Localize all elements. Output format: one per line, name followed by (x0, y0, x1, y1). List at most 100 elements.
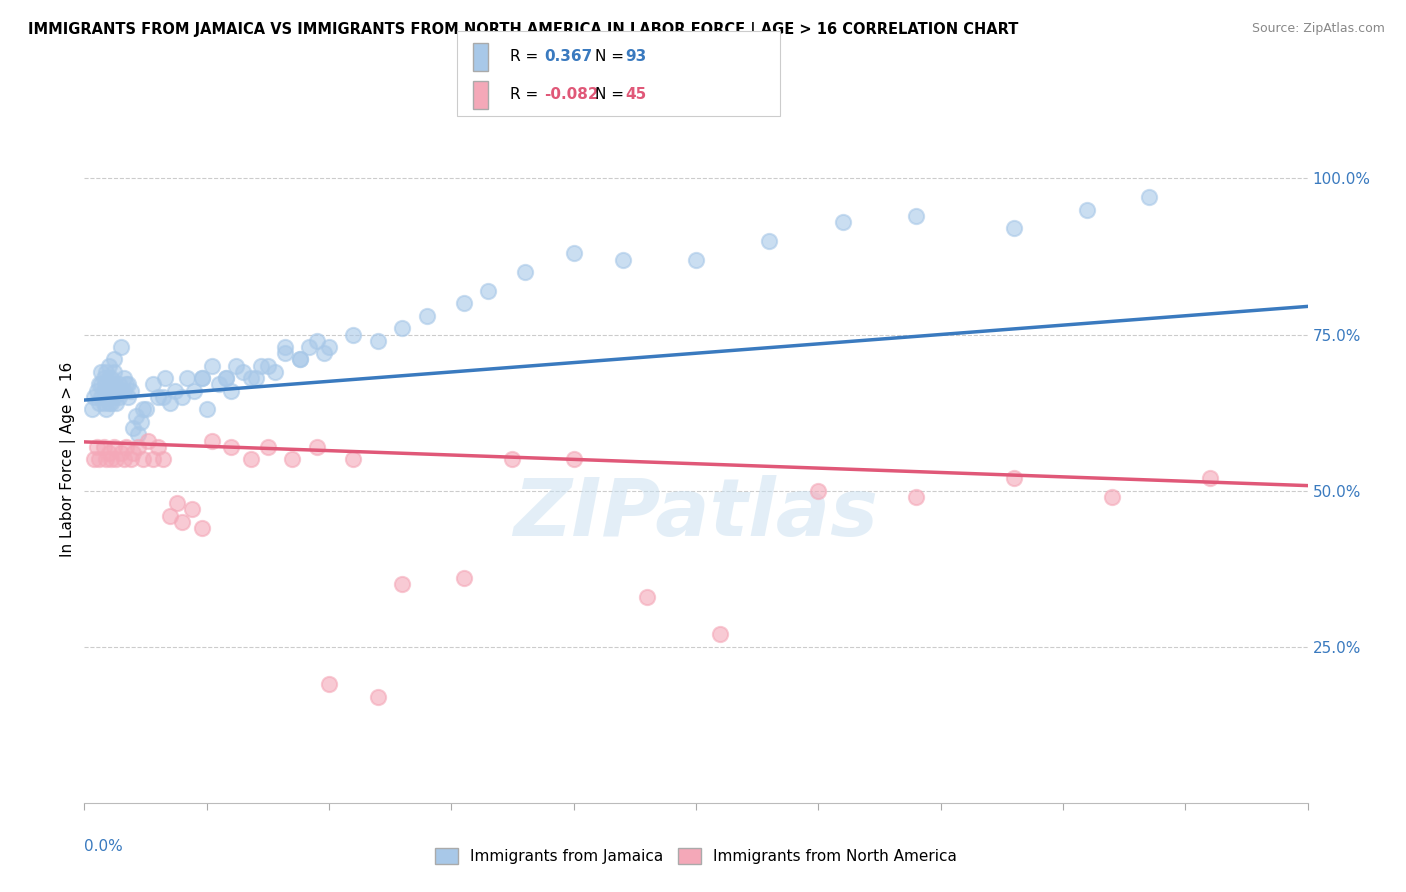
Point (288, 352, 311, 367)
Point (103, 377, 125, 392)
Point (257, 440, 280, 454)
Point (257, 359, 280, 373)
Point (87, 452, 110, 467)
Text: 0.0%: 0.0% (84, 838, 124, 854)
Point (709, 627, 731, 641)
Point (172, 390, 194, 404)
Point (513, 265, 536, 279)
Point (191, 371, 214, 385)
Point (562, 452, 585, 467)
Point (96, 452, 118, 467)
Point (342, 452, 364, 467)
Point (176, 371, 198, 385)
Point (152, 390, 174, 404)
Point (152, 452, 174, 467)
Point (318, 340, 340, 354)
Point (636, 590, 658, 604)
Point (905, 490, 928, 504)
Point (83, 452, 105, 467)
Point (132, 452, 155, 467)
Point (314, 346, 336, 360)
Point (477, 284, 499, 298)
Point (166, 496, 188, 510)
Point (367, 690, 389, 704)
Point (453, 296, 475, 310)
Point (183, 384, 205, 398)
Point (100, 384, 122, 398)
Point (153, 371, 176, 385)
Point (122, 421, 145, 435)
Point (105, 384, 128, 398)
Y-axis label: In Labor Force | Age > 16: In Labor Force | Age > 16 (60, 362, 76, 557)
Point (125, 409, 148, 423)
Text: -0.082: -0.082 (544, 87, 599, 103)
Point (146, 440, 169, 454)
Point (249, 359, 271, 373)
Point (97, 384, 120, 398)
Point (562, 246, 585, 260)
Point (90, 365, 112, 379)
Point (305, 334, 328, 348)
Point (97, 359, 120, 373)
Point (142, 452, 165, 467)
Point (685, 252, 707, 267)
Point (115, 377, 138, 392)
Point (239, 371, 262, 385)
Point (232, 365, 254, 379)
Point (172, 515, 194, 529)
Point (110, 340, 132, 354)
Point (107, 390, 129, 404)
Point (612, 252, 634, 267)
Point (135, 402, 157, 417)
Point (112, 384, 135, 398)
Point (129, 415, 152, 429)
Point (318, 677, 340, 691)
Point (200, 359, 222, 373)
Point (103, 440, 125, 454)
Point (274, 340, 297, 354)
Point (288, 352, 311, 367)
Legend: Immigrants from Jamaica, Immigrants from North America: Immigrants from Jamaica, Immigrants from… (434, 848, 957, 863)
Point (195, 402, 218, 417)
Point (416, 309, 439, 323)
Point (905, 209, 928, 223)
Point (80, 402, 103, 417)
Point (391, 577, 413, 591)
Point (136, 434, 159, 448)
Point (146, 390, 169, 404)
Point (97, 396, 120, 410)
Point (127, 440, 149, 454)
Point (107, 377, 129, 392)
Point (105, 452, 128, 467)
Point (502, 452, 524, 467)
Point (342, 327, 364, 342)
Point (274, 346, 297, 360)
Point (112, 452, 135, 467)
Point (208, 377, 231, 392)
Point (1101, 490, 1123, 504)
Point (117, 390, 139, 404)
Point (1137, 190, 1160, 204)
Point (90, 377, 112, 392)
Point (115, 440, 138, 454)
Point (86, 384, 108, 398)
Point (367, 334, 389, 348)
Point (112, 371, 135, 385)
Point (181, 502, 204, 516)
Point (93, 396, 115, 410)
Point (96, 377, 118, 392)
Point (120, 452, 142, 467)
Point (132, 402, 155, 417)
Point (245, 371, 267, 385)
Point (215, 371, 238, 385)
Point (103, 390, 125, 404)
Point (159, 396, 181, 410)
Point (93, 371, 115, 385)
Point (93, 440, 115, 454)
Point (93, 384, 115, 398)
Point (142, 377, 165, 392)
Point (305, 440, 328, 454)
Point (96, 402, 118, 417)
Point (191, 371, 214, 385)
Point (391, 321, 413, 335)
